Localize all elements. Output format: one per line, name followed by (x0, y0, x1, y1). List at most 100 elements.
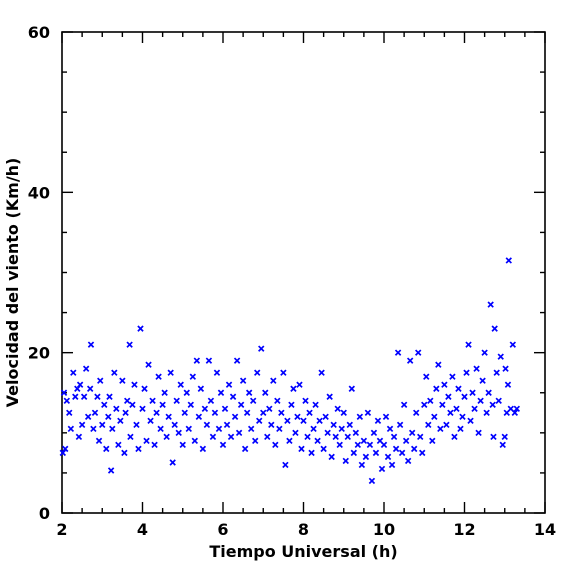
data-point (340, 409, 347, 416)
data-point (320, 445, 327, 453)
data-point (258, 345, 265, 352)
x-tick-label: 14 (534, 520, 556, 539)
data-point (203, 421, 211, 429)
data-point (177, 381, 184, 388)
data-point (419, 449, 426, 457)
data-point (501, 433, 508, 441)
data-point (435, 361, 442, 368)
data-point (139, 405, 146, 412)
data-point (394, 349, 402, 356)
data-point (167, 369, 174, 376)
data-point (225, 381, 233, 388)
data-point (360, 437, 368, 445)
data-point (147, 417, 154, 425)
data-point (406, 357, 414, 364)
data-point (298, 445, 305, 453)
data-point (95, 437, 103, 445)
x-tick-label: 2 (56, 520, 67, 539)
data-point (304, 433, 311, 441)
data-point (475, 429, 482, 437)
data-point (223, 421, 231, 429)
data-point (217, 389, 225, 396)
data-point (308, 449, 315, 457)
data-point (439, 401, 446, 408)
data-point (111, 369, 118, 376)
data-point (213, 369, 221, 376)
data-point (388, 461, 396, 469)
data-point (159, 401, 166, 408)
data-point (445, 393, 452, 400)
data-point (358, 461, 366, 469)
data-point (163, 433, 170, 441)
data-point (205, 357, 213, 364)
data-point (127, 433, 134, 441)
plot-frame (61, 31, 546, 514)
data-point (513, 405, 521, 412)
data-point (121, 449, 128, 457)
data-point (97, 377, 104, 384)
data-point (461, 393, 468, 400)
data-point (278, 409, 285, 416)
data-point (417, 433, 424, 441)
data-point (233, 357, 241, 364)
data-point (374, 417, 382, 425)
data-point (354, 441, 362, 449)
data-point (477, 397, 484, 404)
data-point (247, 425, 255, 433)
data-point (300, 417, 307, 425)
data-point (314, 437, 321, 445)
data-point (292, 429, 299, 437)
data-point (302, 397, 309, 404)
data-point (378, 465, 386, 473)
data-point (511, 409, 519, 416)
data-point (137, 325, 144, 332)
data-point (328, 453, 335, 461)
data-point (219, 441, 227, 449)
x-tick-label: 6 (217, 520, 228, 539)
data-point (187, 401, 195, 408)
data-point (284, 417, 291, 425)
data-point (109, 425, 116, 433)
data-point (350, 449, 358, 457)
data-point (489, 401, 496, 408)
data-point (342, 457, 349, 465)
data-point (67, 425, 75, 433)
data-point (390, 433, 398, 441)
data-point (412, 409, 420, 416)
data-point (90, 425, 97, 433)
data-point (115, 441, 122, 449)
data-point (276, 425, 283, 433)
data-point (195, 413, 203, 421)
data-point (479, 377, 486, 384)
data-point (59, 449, 67, 457)
data-point (70, 369, 77, 376)
data-point (117, 417, 124, 425)
data-point (161, 389, 168, 396)
data-point (231, 413, 239, 421)
data-points (59, 257, 521, 485)
data-point (398, 449, 406, 457)
data-point (266, 405, 273, 412)
data-point (169, 459, 176, 466)
data-point (126, 341, 133, 348)
data-point (103, 445, 110, 453)
data-point (392, 445, 400, 453)
data-point (286, 437, 293, 445)
x-axis-label: Tiempo Universal (h) (209, 542, 397, 561)
data-point (348, 385, 356, 392)
data-point (465, 341, 472, 348)
data-point (382, 413, 390, 421)
data-point (447, 409, 454, 416)
data-point (249, 397, 257, 404)
data-point (352, 429, 360, 437)
data-point (268, 421, 275, 429)
data-point (294, 413, 301, 421)
data-point (326, 393, 333, 400)
data-point (189, 373, 197, 380)
data-point (129, 401, 136, 408)
data-point (66, 409, 73, 416)
data-point (433, 385, 440, 392)
data-point (215, 425, 223, 433)
data-point (260, 409, 267, 416)
